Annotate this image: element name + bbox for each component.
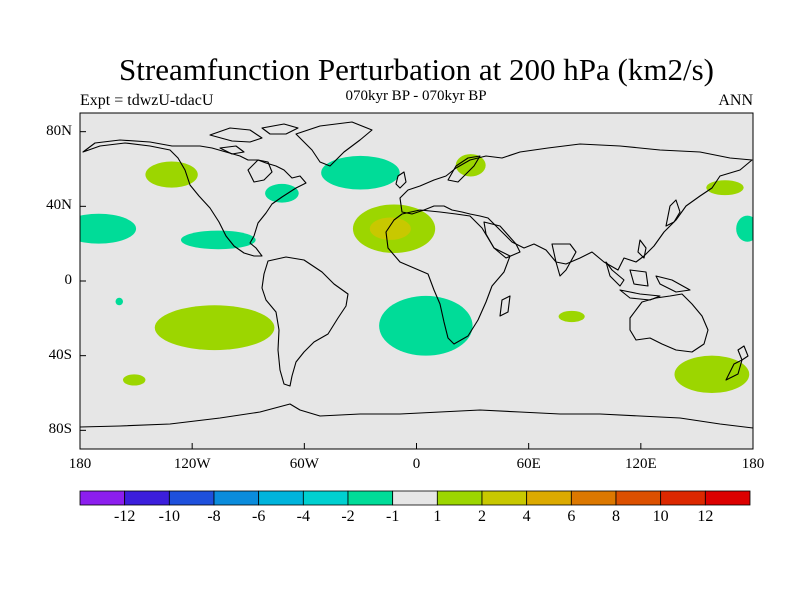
colorbar-swatch bbox=[570, 490, 617, 506]
south-america-coast bbox=[261, 256, 349, 387]
colorbar-swatch bbox=[302, 490, 349, 506]
colorbar-label: -4 bbox=[296, 508, 310, 525]
japan-coast bbox=[665, 199, 681, 227]
colorbar-label: 1 bbox=[433, 508, 442, 525]
colorbar-label: -6 bbox=[251, 508, 266, 525]
antarctica-coast bbox=[80, 403, 753, 429]
colorbar-label: -12 bbox=[113, 508, 136, 525]
contour-fills bbox=[80, 154, 753, 394]
contour-tasman-positive bbox=[674, 355, 750, 394]
lon-tick-label: 180 bbox=[68, 456, 92, 472]
contour-n-atlantic-negative bbox=[321, 155, 400, 190]
colorbar-label: 4 bbox=[522, 508, 531, 525]
new-zealand-coast bbox=[725, 345, 749, 381]
colorbar-label: 8 bbox=[612, 508, 620, 525]
north-america-coast bbox=[82, 139, 307, 257]
colorbar-label: -10 bbox=[158, 508, 180, 525]
eurasia-coast bbox=[399, 143, 753, 271]
arctic-islands-coast bbox=[209, 123, 299, 155]
colorbar-label: 10 bbox=[652, 508, 669, 525]
colorbar-swatch bbox=[481, 490, 528, 506]
british-isles-coast bbox=[395, 171, 407, 189]
africa-coast bbox=[385, 209, 511, 345]
lat-tick-label: 40N bbox=[46, 197, 72, 214]
contour-n-pacific-positive bbox=[145, 161, 198, 188]
colorbar-label: 6 bbox=[567, 508, 576, 525]
contour-n-africa-positive-core bbox=[369, 217, 411, 240]
colorbar-swatch bbox=[660, 490, 706, 506]
colorbar-label: 2 bbox=[478, 508, 486, 525]
contour-s-atlantic-negative bbox=[379, 295, 473, 356]
colorbar-swatch bbox=[704, 490, 751, 506]
colorbar-label: -8 bbox=[207, 508, 221, 525]
india-coast bbox=[551, 243, 577, 277]
contour-s-pacific-negative-dot bbox=[115, 297, 123, 306]
arabia-coast bbox=[483, 221, 521, 259]
hudson-bay-coast bbox=[247, 159, 273, 183]
lon-tick-label: 60W bbox=[289, 456, 319, 472]
colorbar-label: 12 bbox=[697, 508, 714, 525]
madagascar-coast bbox=[499, 295, 511, 317]
colorbar-swatch bbox=[79, 490, 126, 506]
lon-tick-label: 180 bbox=[741, 456, 765, 472]
lon-tick-label: 60E bbox=[516, 456, 541, 472]
season-label: ANN bbox=[718, 92, 753, 109]
colorbar-swatch bbox=[615, 490, 662, 506]
lat-tick-label: 0 bbox=[64, 272, 73, 288]
colorbar-swatch bbox=[258, 490, 304, 506]
contour-se-pacific-positive bbox=[154, 305, 275, 351]
colorbar-swatch bbox=[347, 490, 394, 506]
contour-s-pacific-positive-small bbox=[122, 374, 146, 386]
contour-n-pacific-east-negative bbox=[80, 213, 137, 244]
colorbar-label: -1 bbox=[385, 508, 400, 525]
colorbar-label: -2 bbox=[341, 508, 355, 525]
longitude-ticks bbox=[79, 443, 754, 449]
australia-coast bbox=[629, 293, 709, 353]
contour-w-pacific-negative bbox=[736, 215, 753, 242]
colorbar-swatch bbox=[436, 490, 483, 506]
lon-tick-label: 0 bbox=[412, 456, 421, 472]
lat-tick-label: 80S bbox=[48, 421, 72, 438]
greenland-coast bbox=[295, 121, 373, 167]
colorbar-swatch bbox=[526, 490, 572, 506]
contour-c-america-negative bbox=[180, 230, 256, 250]
coastlines bbox=[80, 121, 753, 429]
contour-n-america-negative bbox=[265, 183, 299, 203]
page-title: Streamfunction Perturbation at 200 hPa (… bbox=[119, 52, 714, 87]
lon-tick-label: 120W bbox=[173, 456, 211, 472]
colorbar-swatch bbox=[392, 490, 438, 506]
contour-w-pacific-positive bbox=[706, 180, 744, 196]
scandinavia-coast bbox=[447, 155, 481, 183]
colorbar-swatch bbox=[168, 490, 215, 506]
lat-tick-label: 40S bbox=[48, 346, 72, 363]
lat-tick-label: 80N bbox=[46, 122, 72, 139]
latitude-ticks bbox=[80, 131, 86, 431]
colorbar-swatch bbox=[213, 490, 260, 506]
colorbar-swatch bbox=[124, 490, 170, 506]
experiment-label: Expt = tdwzU-tdacU bbox=[80, 92, 214, 109]
subtitle: 070kyr BP - 070kyr BP bbox=[345, 88, 487, 104]
lon-tick-label: 120E bbox=[624, 456, 657, 472]
colorbar bbox=[79, 490, 751, 506]
contour-s-indian-positive bbox=[558, 310, 585, 323]
